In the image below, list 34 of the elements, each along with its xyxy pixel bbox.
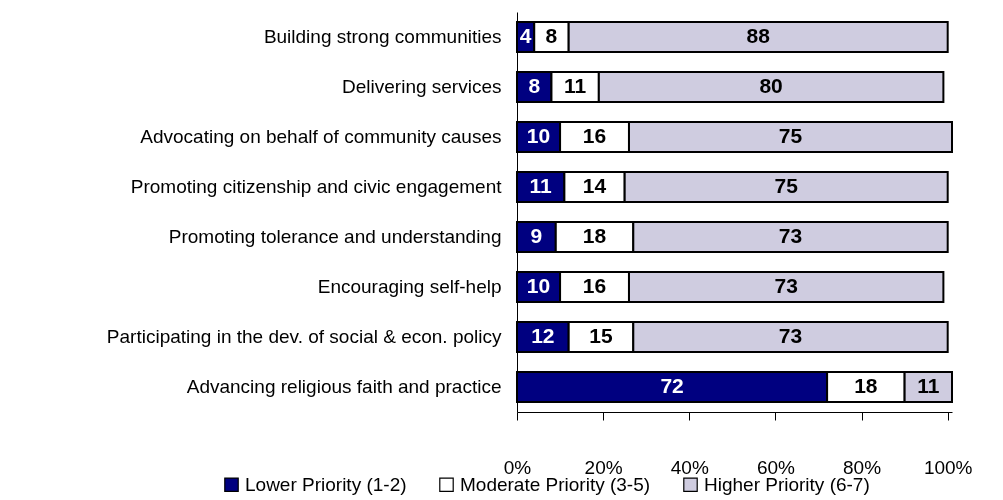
data-label: 12 bbox=[531, 324, 555, 347]
data-label: 10 bbox=[526, 124, 551, 147]
y-tick-label: Delivering services bbox=[342, 76, 502, 97]
data-label: 80 bbox=[759, 74, 783, 97]
data-label: 73 bbox=[778, 224, 803, 247]
y-tick-label: Participating in the dev. of social & econ. policy bbox=[106, 326, 502, 347]
y-tick-label: Advocating on behalf of community causes bbox=[140, 126, 502, 147]
data-label: 11 bbox=[529, 174, 553, 197]
x-tick-label: 100% bbox=[923, 456, 973, 478]
data-label: 88 bbox=[746, 24, 771, 47]
data-label: 73 bbox=[778, 324, 803, 347]
y-tick-label: Promoting tolerance and understanding bbox=[168, 226, 502, 247]
y-tick-label: Building strong communities bbox=[263, 26, 502, 47]
data-label: 72 bbox=[660, 374, 684, 397]
data-label: 18 bbox=[582, 224, 607, 247]
data-label: 18 bbox=[854, 374, 878, 397]
y-tick-label: Advancing religious faith and practice bbox=[186, 376, 502, 397]
data-label: 11 bbox=[917, 374, 940, 397]
y-tick-label: Promoting citizenship and civic engagement bbox=[130, 176, 503, 197]
data-label: 15 bbox=[589, 324, 613, 347]
data-label: 4 bbox=[519, 24, 532, 47]
data-label: 75 bbox=[778, 124, 803, 147]
data-label: 9 bbox=[530, 224, 543, 247]
data-label: 10 bbox=[526, 274, 551, 297]
y-tick-label: Encouraging self-help bbox=[317, 276, 502, 297]
data-label: 11 bbox=[564, 74, 587, 97]
data-label: 75 bbox=[774, 174, 799, 197]
data-label: 8 bbox=[545, 24, 558, 47]
legend-label: Lower Priority (1-2) bbox=[245, 473, 407, 495]
data-label: 14 bbox=[582, 174, 607, 197]
data-label: 16 bbox=[582, 124, 607, 147]
data-label: 16 bbox=[582, 274, 607, 297]
data-label: 73 bbox=[774, 274, 798, 297]
data-label: 8 bbox=[528, 74, 541, 97]
